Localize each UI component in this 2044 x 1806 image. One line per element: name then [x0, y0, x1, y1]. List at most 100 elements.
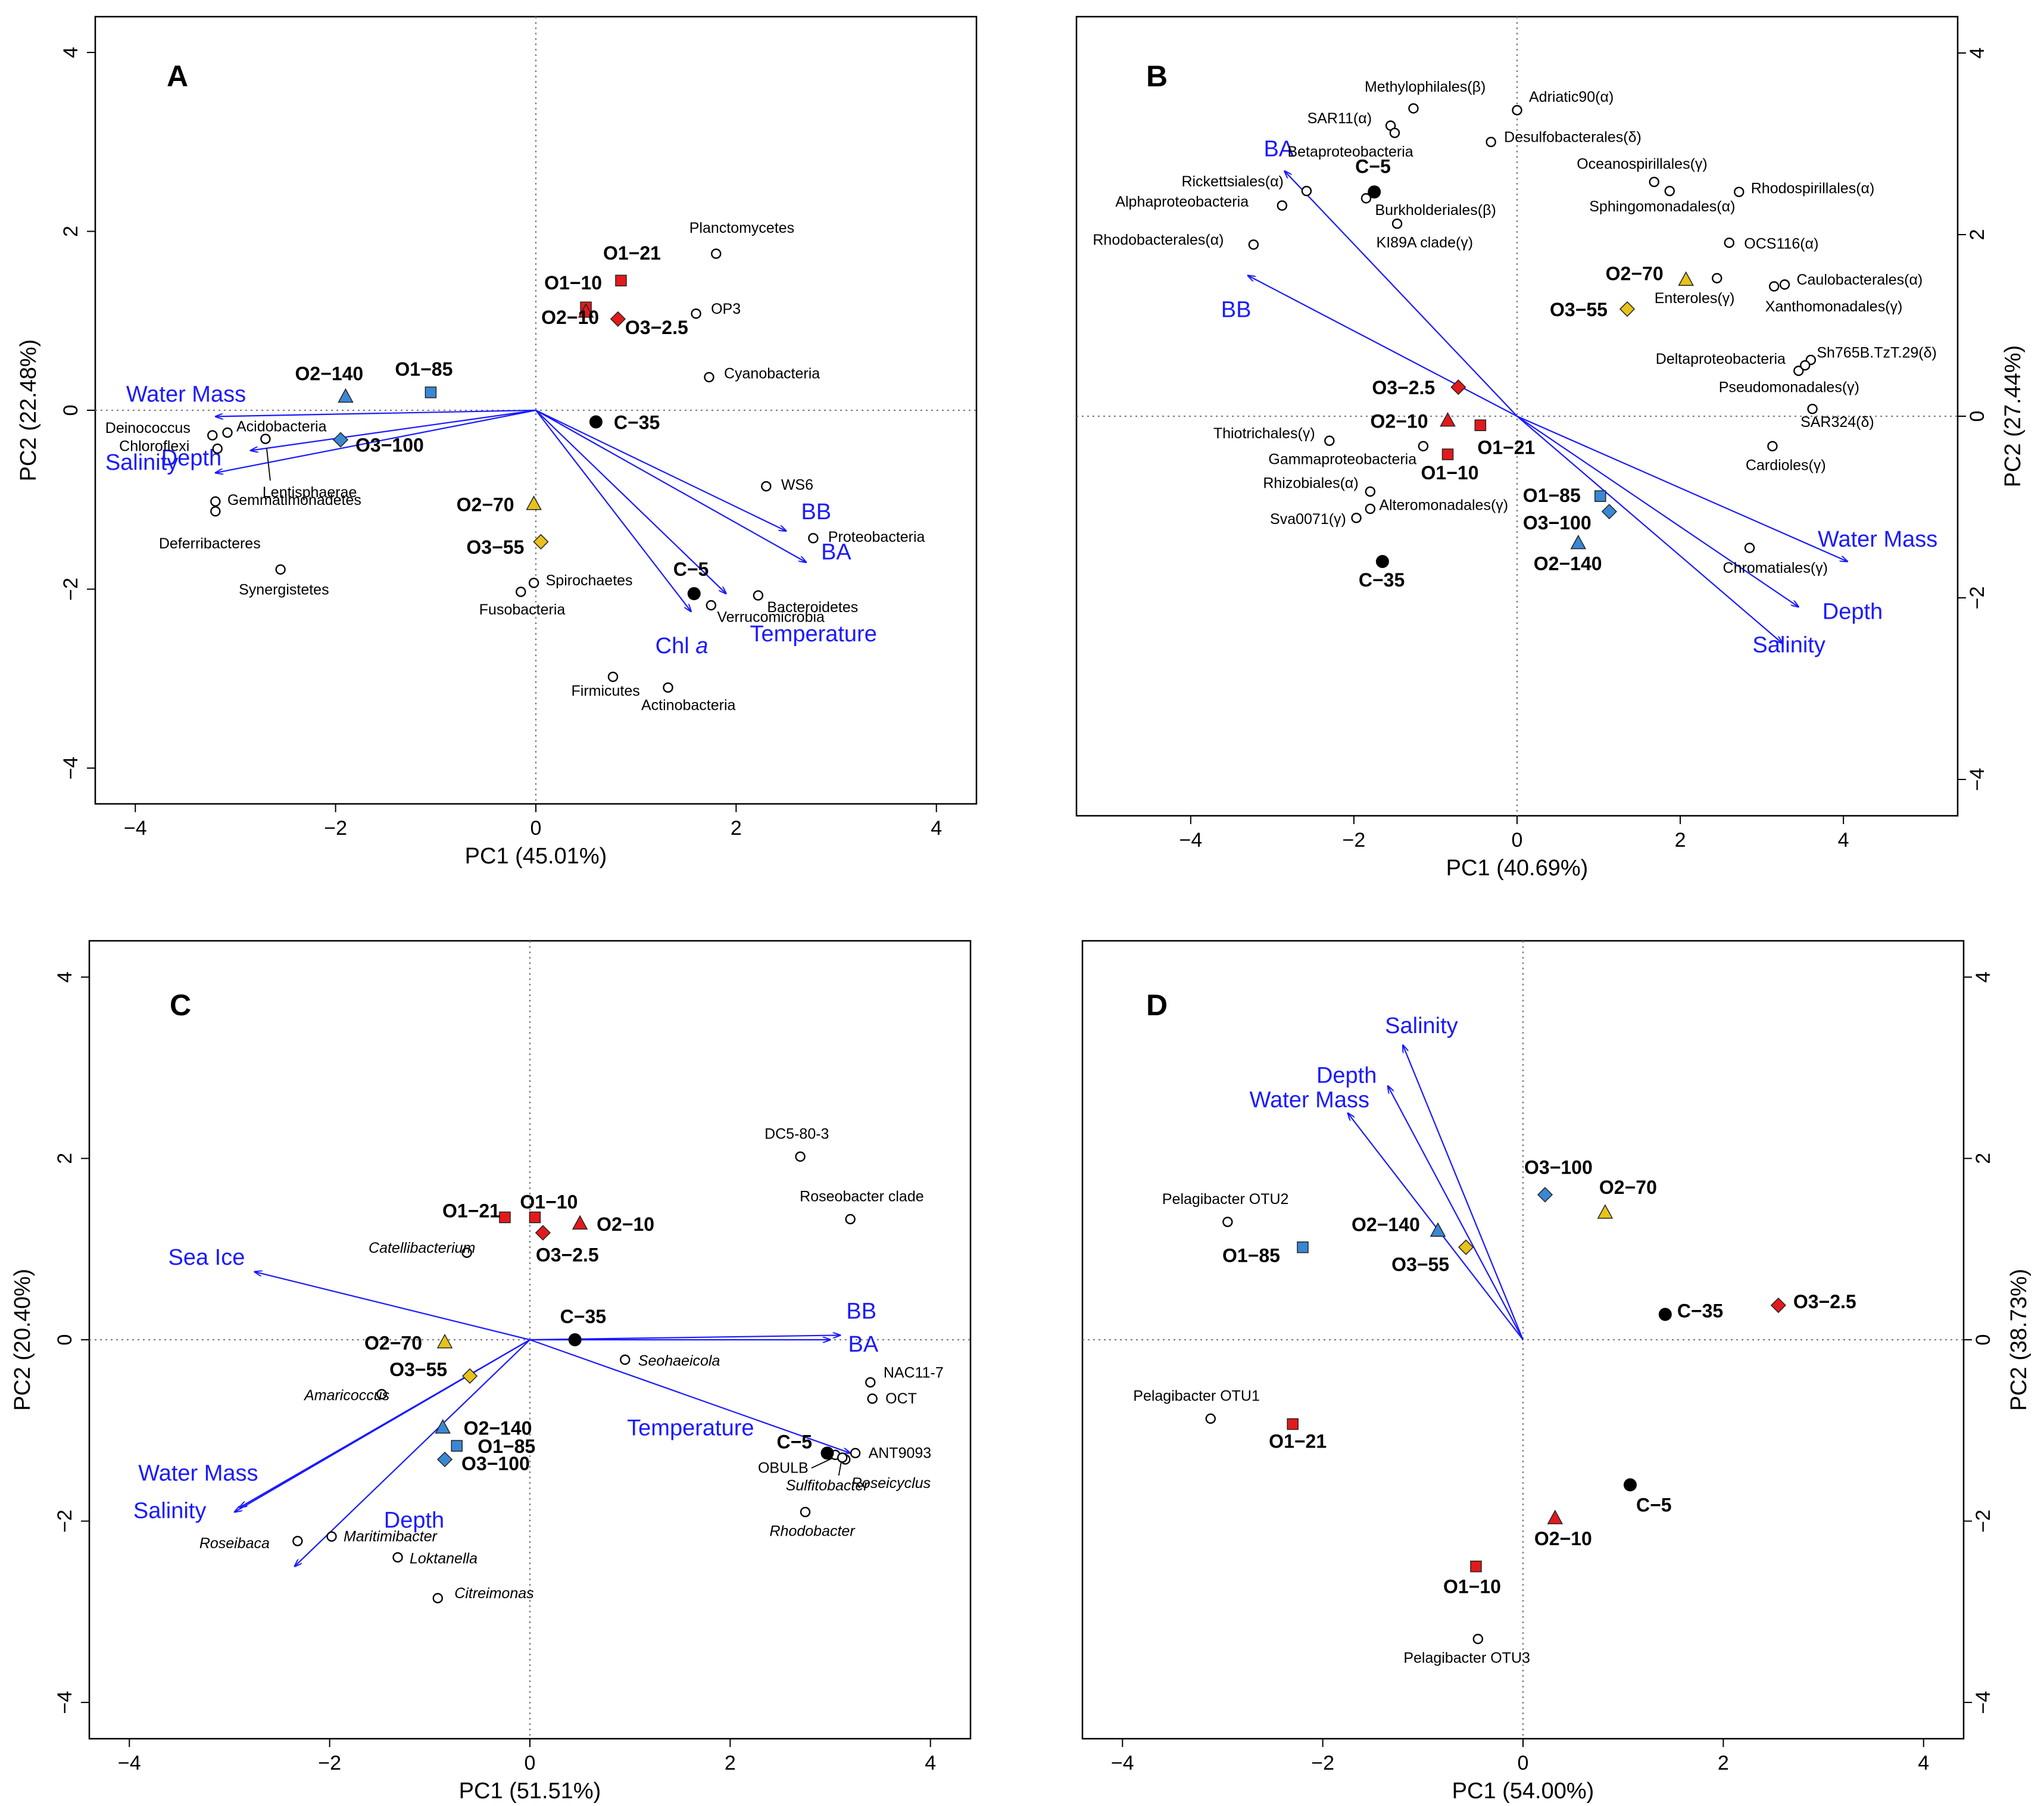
- y-tick-label: −4: [1972, 1691, 1995, 1714]
- taxon-label-op3: OP3: [711, 301, 741, 317]
- vector-arrow-ba: [535, 410, 806, 562]
- sample-label-o1-21: O1−21: [1269, 1431, 1327, 1452]
- sample-label-o1-85: O1−85: [1222, 1245, 1280, 1267]
- taxon-point-lentisphaerae: [260, 433, 271, 444]
- taxon-point-chloroflexi: [212, 443, 223, 454]
- sample-point-o2-70: [1597, 1204, 1614, 1219]
- annotation-arrow: [266, 448, 271, 481]
- vector-arrow-salinity: [1516, 416, 1782, 643]
- x-axis-label: PC1 (45.01%): [465, 844, 607, 869]
- taxon-point-sva0071: [1351, 513, 1362, 523]
- sample-point-c-5: [687, 587, 701, 600]
- sample-point-c-35: [1375, 555, 1389, 568]
- y-axis-label: PC2 (20.40%): [10, 1269, 35, 1411]
- sample-label-c-35: C−35: [560, 1306, 606, 1327]
- taxon-label-rhodobacter: Rhodobacter: [770, 1523, 856, 1539]
- taxon-point-seohaeicola: [620, 1354, 631, 1365]
- vector-label-bb: BB: [801, 500, 831, 525]
- x-tick-label: 0: [1512, 829, 1523, 851]
- sample-label-o2-140: O2−140: [1352, 1214, 1420, 1235]
- taxon-label-chloroflexi: Chloroflexi: [119, 438, 189, 455]
- taxon-label-sh765b-tzt-29: Sh765B.TzT.29(δ): [1817, 344, 1937, 361]
- taxon-label-methylophilales: Methylophilales(β): [1365, 79, 1486, 95]
- y-tick-label: 2: [54, 1153, 76, 1164]
- y-tick-label: 0: [60, 405, 82, 416]
- taxon-label-planctomycetes: Planctomycetes: [689, 220, 794, 236]
- taxon-point-methylophilales: [1408, 103, 1419, 114]
- x-tick-label: −2: [318, 1752, 341, 1774]
- x-tick-label: −4: [1111, 1752, 1134, 1774]
- taxon-point-rhodobacterales: [1248, 239, 1259, 250]
- sample-label-o1-21: O1−21: [1477, 436, 1535, 458]
- sample-point-o2-10: [572, 1215, 588, 1230]
- taxon-label-bacteroidetes: Bacteroidetes: [767, 599, 858, 616]
- sample-label-o1-10: O1−10: [520, 1191, 578, 1212]
- sample-point-c-5: [820, 1446, 834, 1460]
- taxon-label-adriatic90: Adriatic90(α): [1529, 89, 1614, 105]
- vector-label-sea-ice: Sea Ice: [168, 1245, 245, 1270]
- sample-point-o2-70: [436, 1334, 453, 1349]
- sample-point-o2-140: [1430, 1222, 1446, 1237]
- sample-point-o1-21: [1474, 419, 1487, 431]
- taxon-point-amaricoccus: [376, 1389, 387, 1400]
- taxon-label-sar11: SAR11(α): [1307, 110, 1372, 127]
- taxon-label-rhodospirillales: Rhodospirillales(α): [1751, 180, 1875, 196]
- taxon-label-rickettsiales: Rickettsiales(α): [1181, 173, 1283, 190]
- taxon-point-pelagibacter-otu1: [1205, 1413, 1216, 1424]
- sample-label-c-5: C−5: [673, 559, 709, 580]
- taxon-point-deinococcus: [207, 430, 218, 441]
- vector-label-depth: Depth: [161, 446, 221, 471]
- vector-label-water-mass: Water Mass: [1818, 527, 1937, 552]
- sample-label-o3-100: O3−100: [1523, 512, 1591, 534]
- x-tick-label: 2: [731, 817, 742, 840]
- sample-label-o3-2-5: O3−2.5: [1793, 1291, 1856, 1312]
- taxon-label-deinococcus: Deinococcus: [105, 420, 191, 436]
- vector-label-water-mass: Water Mass: [126, 382, 246, 407]
- x-tick-label: 2: [725, 1752, 736, 1774]
- x-tick-label: 2: [1718, 1752, 1729, 1774]
- sample-point-o3-100: [436, 1451, 453, 1468]
- sample-point-o3-2-5: [535, 1225, 551, 1241]
- taxon-label-deltaproteobacteria: Deltaproteobacteria: [1656, 351, 1786, 367]
- taxon-point-rhodobacter: [800, 1506, 811, 1518]
- y-tick-label: 4: [60, 47, 82, 58]
- taxon-label-sulfitobacter: Sulfitobacter: [786, 1477, 870, 1494]
- taxon-point-rhizobiales: [1365, 486, 1376, 497]
- taxon-point-ki89a-clade: [1391, 219, 1403, 229]
- sample-label-o3-2-5: O3−2.5: [536, 1244, 599, 1265]
- vector-label-salinity: Salinity: [1752, 632, 1825, 657]
- sample-point-o1-10: [1441, 448, 1454, 460]
- taxon-point-burkholderiales: [1360, 193, 1372, 204]
- taxon-label-ws6: WS6: [781, 477, 813, 494]
- vector-arrow-sea-ice: [255, 1272, 530, 1341]
- vector-label-salinity: Salinity: [133, 1498, 207, 1523]
- taxon-label-alphaproteobacteria: Alphaproteobacteria: [1115, 194, 1249, 210]
- sample-point-o1-10: [1470, 1560, 1482, 1573]
- sample-point-o3-100: [1537, 1187, 1553, 1203]
- taxon-label-pelagibacter-otu3: Pelagibacter OTU3: [1403, 1650, 1530, 1667]
- sample-label-o3-55: O3−55: [1391, 1254, 1449, 1275]
- sample-point-o3-100: [1601, 504, 1617, 520]
- taxon-label-maritimibacter: Maritimibacter: [344, 1528, 438, 1545]
- vector-arrow-ba: [1284, 171, 1518, 417]
- y-tick-label: −4: [54, 1691, 76, 1714]
- sample-point-o3-55: [533, 534, 549, 550]
- taxon-label-roseibaca: Roseibaca: [199, 1535, 270, 1552]
- x-tick-label: 4: [1918, 1752, 1929, 1774]
- vector-arrow-water-mass: [216, 409, 536, 417]
- sample-point-o1-85: [425, 386, 437, 398]
- taxon-point-gemmatimonadetes: [210, 496, 221, 507]
- y-tick-label: 0: [54, 1334, 76, 1346]
- taxon-point-fusobacteria: [516, 587, 526, 597]
- vector-label-water-mass: Water Mass: [138, 1461, 258, 1486]
- taxon-point-ws6: [761, 481, 772, 492]
- x-tick-label: 0: [525, 1752, 536, 1774]
- taxon-label-proteobacteria: Proteobacteria: [828, 529, 925, 545]
- y-tick-label: 0: [1972, 1334, 1995, 1346]
- vector-arrow-water-mass: [1516, 415, 1848, 562]
- taxon-label-obulb: OBULB: [758, 1459, 809, 1476]
- taxon-point-ocs116: [1724, 238, 1734, 248]
- vector-label-ba: BA: [1263, 136, 1294, 161]
- taxon-point-rickettsiales: [1301, 186, 1312, 196]
- taxon-point-alphaproteobacteria: [1277, 200, 1288, 211]
